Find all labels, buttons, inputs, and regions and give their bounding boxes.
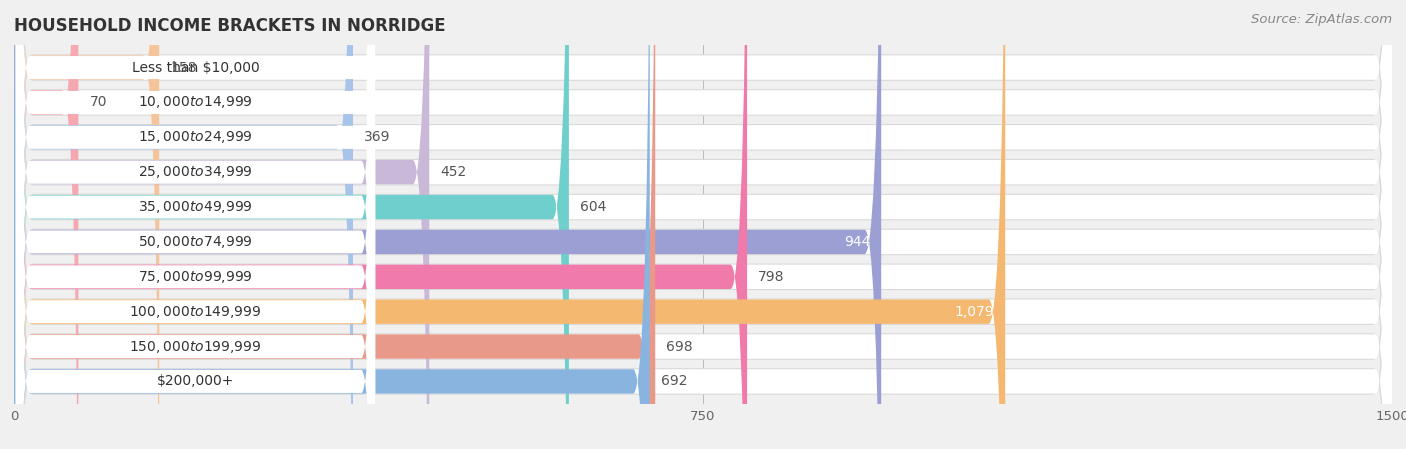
Text: $50,000 to $74,999: $50,000 to $74,999: [138, 234, 253, 250]
FancyBboxPatch shape: [15, 0, 375, 449]
Text: 1,079: 1,079: [955, 305, 994, 319]
FancyBboxPatch shape: [14, 0, 1392, 449]
FancyBboxPatch shape: [14, 0, 1392, 449]
Text: $10,000 to $14,999: $10,000 to $14,999: [138, 94, 253, 110]
Text: $15,000 to $24,999: $15,000 to $24,999: [138, 129, 253, 145]
FancyBboxPatch shape: [14, 0, 1392, 449]
FancyBboxPatch shape: [14, 0, 1392, 449]
FancyBboxPatch shape: [14, 0, 1392, 449]
FancyBboxPatch shape: [14, 0, 650, 449]
Text: 158: 158: [170, 61, 197, 75]
FancyBboxPatch shape: [14, 0, 1392, 449]
FancyBboxPatch shape: [15, 0, 375, 449]
FancyBboxPatch shape: [14, 0, 1392, 449]
FancyBboxPatch shape: [15, 0, 375, 449]
FancyBboxPatch shape: [14, 0, 1392, 449]
FancyBboxPatch shape: [14, 0, 1005, 449]
FancyBboxPatch shape: [14, 0, 1392, 449]
Text: 70: 70: [90, 96, 107, 110]
Text: Source: ZipAtlas.com: Source: ZipAtlas.com: [1251, 13, 1392, 26]
Text: 698: 698: [666, 339, 693, 353]
FancyBboxPatch shape: [14, 0, 1392, 449]
FancyBboxPatch shape: [14, 0, 429, 449]
Text: HOUSEHOLD INCOME BRACKETS IN NORRIDGE: HOUSEHOLD INCOME BRACKETS IN NORRIDGE: [14, 17, 446, 35]
Text: $25,000 to $34,999: $25,000 to $34,999: [138, 164, 253, 180]
Text: $100,000 to $149,999: $100,000 to $149,999: [129, 304, 262, 320]
FancyBboxPatch shape: [14, 0, 1392, 449]
FancyBboxPatch shape: [14, 0, 1392, 449]
FancyBboxPatch shape: [14, 0, 159, 449]
Text: $75,000 to $99,999: $75,000 to $99,999: [138, 269, 253, 285]
Text: 944: 944: [844, 235, 870, 249]
Text: $35,000 to $49,999: $35,000 to $49,999: [138, 199, 253, 215]
FancyBboxPatch shape: [14, 0, 882, 449]
FancyBboxPatch shape: [14, 0, 1392, 449]
Text: $200,000+: $200,000+: [157, 374, 235, 388]
Text: 692: 692: [661, 374, 688, 388]
Text: 604: 604: [579, 200, 606, 214]
FancyBboxPatch shape: [15, 0, 375, 449]
Text: 369: 369: [364, 130, 391, 144]
FancyBboxPatch shape: [15, 0, 375, 449]
FancyBboxPatch shape: [14, 0, 569, 449]
FancyBboxPatch shape: [15, 0, 375, 449]
FancyBboxPatch shape: [14, 0, 1392, 449]
FancyBboxPatch shape: [15, 0, 375, 449]
Text: $150,000 to $199,999: $150,000 to $199,999: [129, 339, 262, 355]
Text: 452: 452: [440, 165, 467, 179]
Text: Less than $10,000: Less than $10,000: [132, 61, 259, 75]
FancyBboxPatch shape: [14, 0, 353, 449]
FancyBboxPatch shape: [14, 0, 1392, 449]
FancyBboxPatch shape: [14, 0, 1392, 449]
FancyBboxPatch shape: [14, 0, 79, 449]
FancyBboxPatch shape: [14, 0, 747, 449]
FancyBboxPatch shape: [14, 0, 1392, 449]
Text: 798: 798: [758, 270, 785, 284]
FancyBboxPatch shape: [14, 0, 1392, 449]
FancyBboxPatch shape: [14, 0, 1392, 449]
FancyBboxPatch shape: [15, 0, 375, 449]
FancyBboxPatch shape: [14, 0, 1392, 449]
FancyBboxPatch shape: [14, 0, 655, 449]
FancyBboxPatch shape: [15, 0, 375, 449]
FancyBboxPatch shape: [15, 0, 375, 449]
